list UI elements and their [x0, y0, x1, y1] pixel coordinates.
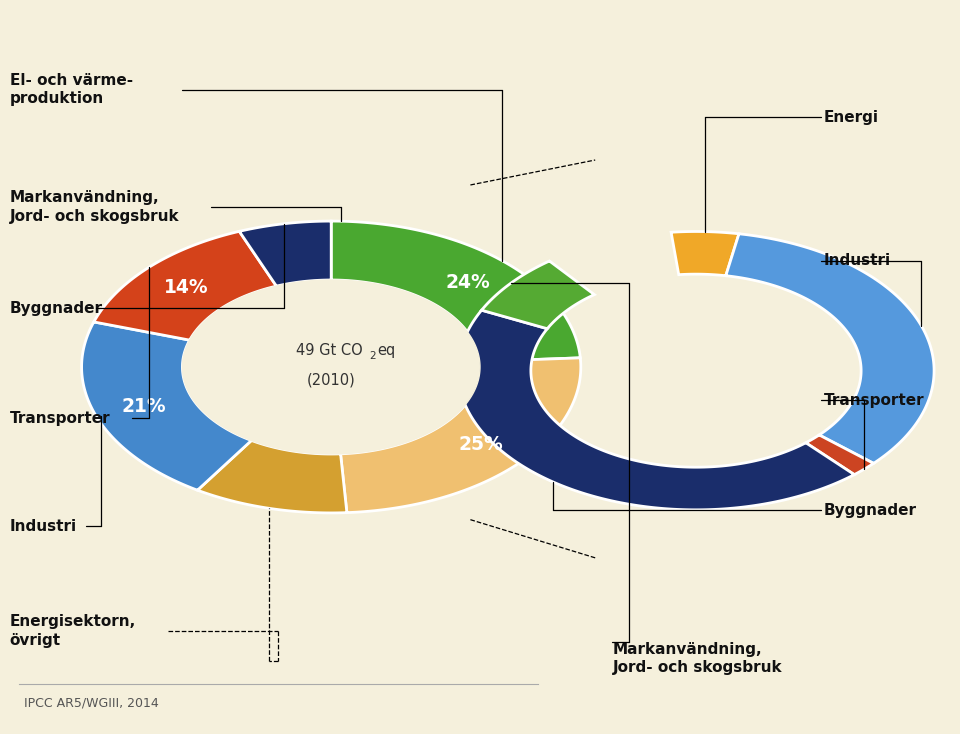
Text: 14%: 14% — [163, 277, 208, 297]
Text: Industri: Industri — [824, 253, 891, 268]
Polygon shape — [331, 221, 580, 362]
Polygon shape — [239, 221, 331, 286]
Polygon shape — [458, 310, 854, 510]
Text: Transporter: Transporter — [10, 411, 110, 426]
Text: Energisektorn,
övrigt: Energisektorn, övrigt — [10, 614, 136, 648]
Text: 49 Gt CO: 49 Gt CO — [296, 344, 363, 358]
Polygon shape — [726, 233, 934, 463]
Polygon shape — [341, 358, 581, 512]
Text: Markanvändning,
Jord- och skogsbruk: Markanvändning, Jord- och skogsbruk — [10, 190, 180, 224]
Text: 25%: 25% — [458, 435, 503, 454]
Text: 21%: 21% — [122, 397, 166, 416]
Text: eq: eq — [376, 344, 396, 358]
Text: IPCC AR5/WGIII, 2014: IPCC AR5/WGIII, 2014 — [24, 697, 158, 710]
Polygon shape — [805, 435, 874, 475]
Text: Transporter: Transporter — [824, 393, 924, 407]
Text: Byggnader: Byggnader — [824, 503, 917, 517]
Text: Energi: Energi — [824, 110, 878, 125]
Text: Byggnader: Byggnader — [10, 301, 103, 316]
Polygon shape — [482, 261, 594, 329]
Polygon shape — [182, 280, 480, 454]
Text: 24%: 24% — [445, 272, 490, 291]
Text: Industri: Industri — [10, 519, 77, 534]
Polygon shape — [671, 231, 739, 276]
Polygon shape — [198, 440, 347, 513]
Polygon shape — [82, 322, 252, 490]
Text: Markanvändning,
Jord- och skogsbruk: Markanvändning, Jord- och skogsbruk — [612, 642, 782, 675]
Text: (2010): (2010) — [307, 373, 355, 388]
Polygon shape — [94, 231, 276, 340]
Text: El- och värme-
produktion: El- och värme- produktion — [10, 73, 132, 106]
Text: 2: 2 — [370, 351, 375, 361]
